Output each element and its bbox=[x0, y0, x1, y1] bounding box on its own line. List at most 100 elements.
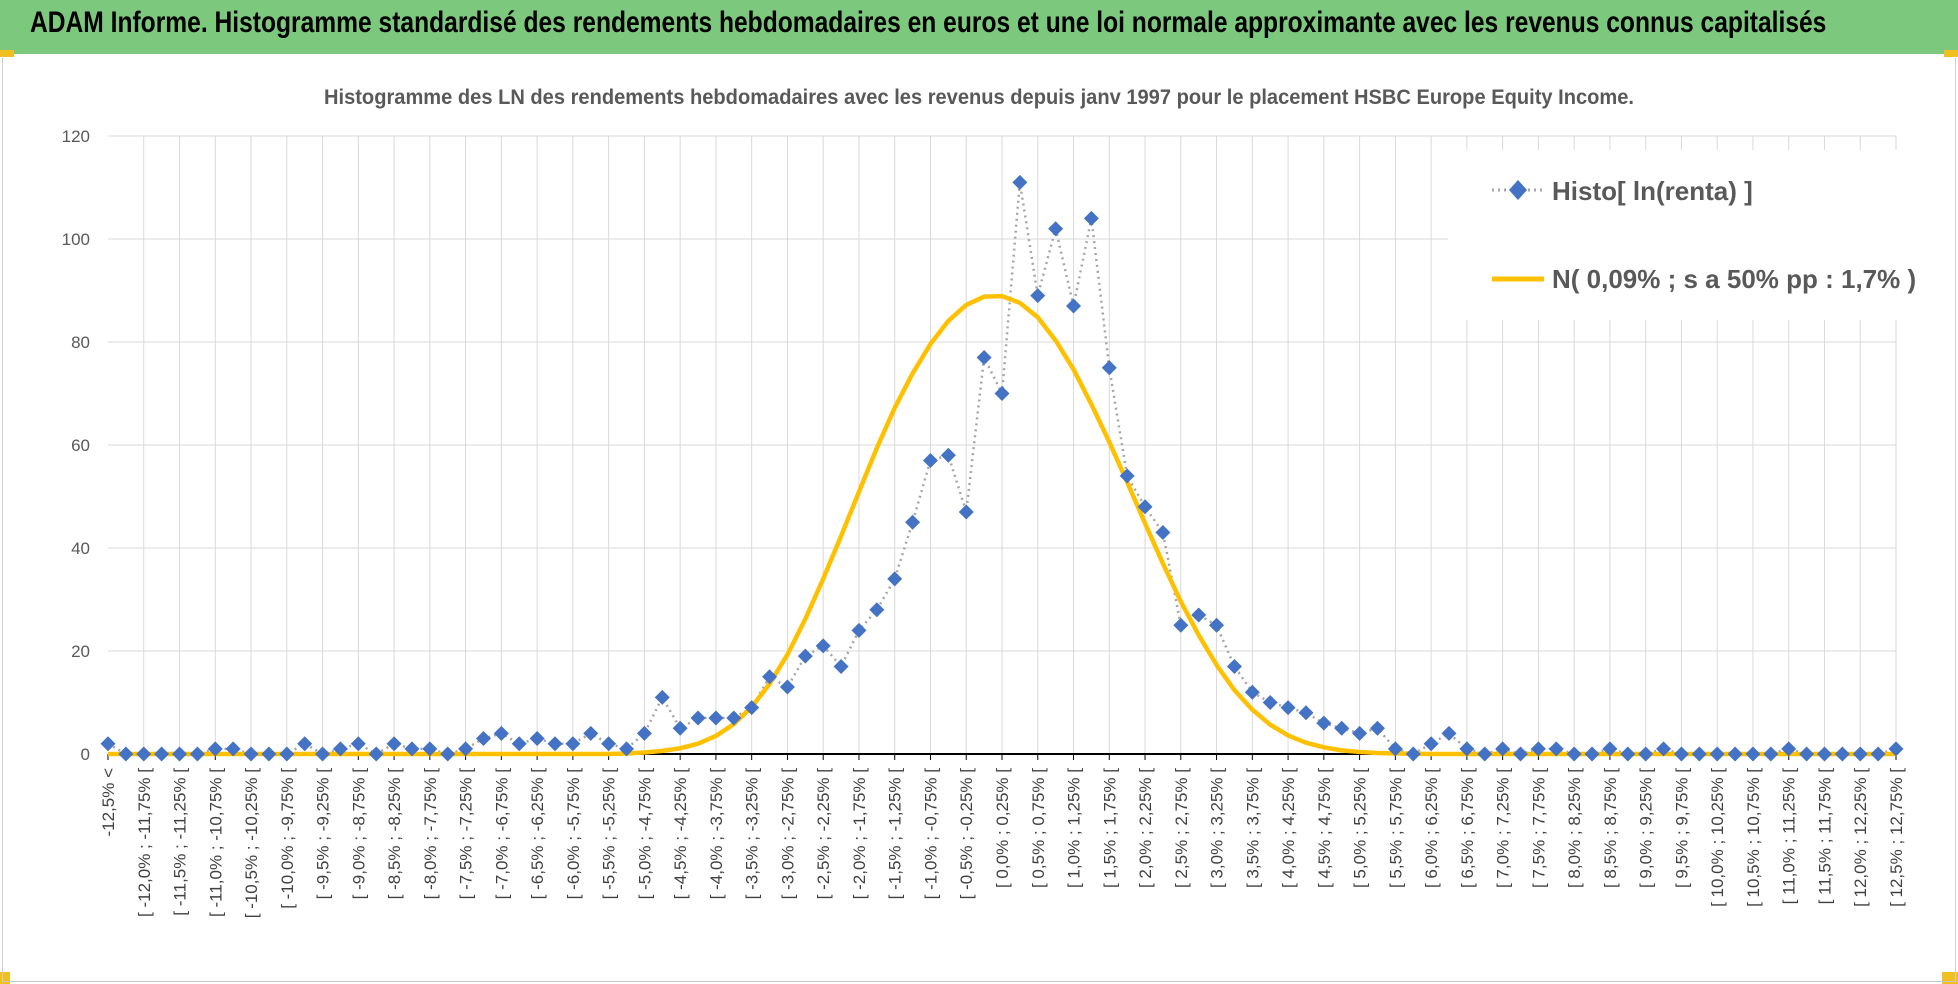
x-tick-label: [ 4,0% ; 4,25% [ bbox=[1279, 768, 1298, 888]
x-tick-label: [ 7,5% ; 7,75% [ bbox=[1529, 768, 1548, 888]
histogram-point bbox=[136, 746, 152, 762]
histogram-markers bbox=[100, 174, 1904, 762]
histogram-point bbox=[350, 736, 366, 752]
histogram-point bbox=[940, 447, 956, 463]
histogram-point bbox=[994, 386, 1010, 401]
histogram-point bbox=[1495, 741, 1511, 757]
x-tick-label: [ 7,0% ; 7,25% [ bbox=[1494, 768, 1513, 888]
x-tick-label: [ -3,5% ; -3,25% [ bbox=[743, 768, 762, 900]
histogram-point bbox=[1638, 746, 1654, 762]
histogram-point bbox=[1602, 741, 1618, 757]
histogram-point bbox=[1334, 720, 1350, 736]
histogram-point bbox=[1727, 746, 1743, 762]
histogram-point bbox=[690, 710, 706, 726]
histogram-point bbox=[243, 746, 259, 762]
histogram-point bbox=[172, 746, 188, 762]
histogram-point bbox=[779, 679, 795, 695]
x-tick-label: [ 3,0% ; 3,25% [ bbox=[1208, 768, 1227, 888]
x-tick-label: [ 12,0% ; 12,25% [ bbox=[1851, 768, 1870, 907]
histogram-point bbox=[1173, 617, 1189, 633]
x-tick-label: [ -11,0% ; -10,75% [ bbox=[206, 768, 225, 917]
histogram-point bbox=[958, 504, 974, 520]
histogram-point bbox=[797, 648, 813, 664]
x-tick-label: [ -8,5% ; -8,25% [ bbox=[385, 768, 404, 900]
x-tick-label: [ -3,0% ; -2,75% [ bbox=[778, 768, 797, 900]
x-tick-label: [ -12,0% ; -11,75% [ bbox=[135, 768, 154, 917]
histogram-point bbox=[1781, 741, 1797, 757]
x-tick-label: [ 2,5% ; 2,75% [ bbox=[1172, 768, 1191, 888]
histogram-point bbox=[1459, 741, 1475, 757]
histogram-point bbox=[887, 571, 903, 587]
x-tick-label: [ 11,5% ; 11,75% [ bbox=[1815, 768, 1834, 905]
histogram-point bbox=[1584, 746, 1600, 762]
histogram-point bbox=[315, 746, 331, 762]
histogram-point bbox=[1799, 746, 1815, 762]
histogram-point bbox=[619, 741, 635, 757]
histogram-point bbox=[583, 725, 599, 741]
x-tick-label: [ 5,0% ; 5,25% [ bbox=[1351, 768, 1370, 888]
legend-histo-label: Histo[ ln(renta) ] bbox=[1552, 176, 1753, 206]
y-tick-label: 40 bbox=[71, 539, 90, 558]
histogram-point bbox=[565, 736, 581, 752]
legend-background bbox=[1448, 150, 1948, 320]
histogram-point bbox=[1280, 700, 1296, 716]
histogram-point bbox=[404, 741, 420, 757]
histogram-point bbox=[1745, 746, 1761, 762]
histogram-point bbox=[1101, 360, 1117, 376]
histogram-point bbox=[1066, 298, 1082, 314]
histogram-point bbox=[976, 349, 992, 365]
histogram-point bbox=[1137, 499, 1153, 515]
histogram-point bbox=[1530, 741, 1546, 757]
x-tick-label: [ 4,5% ; 4,75% [ bbox=[1315, 768, 1334, 888]
histogram-point bbox=[332, 741, 348, 757]
histogram-point bbox=[1673, 746, 1689, 762]
histogram-point bbox=[922, 452, 938, 468]
histogram-point bbox=[744, 700, 760, 716]
banner-title: ADAM Informe. Histogramme standardisé de… bbox=[30, 6, 1827, 39]
x-tick-label: [ -2,0% ; -1,75% [ bbox=[850, 768, 869, 900]
x-tick-label: [ 5,5% ; 5,75% [ bbox=[1386, 768, 1405, 888]
histogram-point bbox=[511, 736, 527, 752]
histogram-point bbox=[1119, 468, 1135, 484]
x-tick-label: [ 10,5% ; 10,75% [ bbox=[1744, 768, 1763, 907]
histogram-point bbox=[1262, 695, 1278, 710]
histogram-point bbox=[1244, 684, 1260, 700]
histogram-point bbox=[636, 725, 652, 741]
x-tick-label: [ -5,5% ; -5,25% [ bbox=[600, 768, 619, 900]
x-tick-label: [ -10,5% ; -10,25% [ bbox=[242, 768, 261, 919]
histogram-point bbox=[869, 602, 885, 618]
x-tick-label: [ 9,0% ; 9,25% [ bbox=[1637, 768, 1656, 888]
x-tick-label: [ -11,5% ; -11,25% [ bbox=[171, 768, 190, 916]
legend-histo-marker bbox=[1509, 180, 1527, 200]
histogram-point bbox=[1191, 607, 1207, 623]
histogram-point bbox=[261, 746, 277, 762]
histogram-point bbox=[279, 746, 295, 762]
histogram-point bbox=[1441, 725, 1457, 741]
x-tick-label: [ -8,0% ; -7,75% [ bbox=[421, 768, 440, 900]
histogram-point bbox=[297, 736, 313, 752]
histogram-point bbox=[1852, 746, 1868, 762]
histogram-point bbox=[672, 720, 688, 736]
chart-title: Histogramme des LN des rendements hebdom… bbox=[324, 86, 1634, 109]
histogram-point bbox=[1083, 210, 1099, 226]
histogram-point bbox=[654, 689, 670, 705]
x-tick-label: [ -2,5% ; -2,25% [ bbox=[814, 768, 833, 900]
histogram-point bbox=[833, 658, 849, 674]
x-tick-label: [ -6,0% ; -5,75% [ bbox=[564, 768, 583, 900]
histogram-point bbox=[1477, 746, 1493, 762]
x-tick-label: [ 12,5% ; 12,75% [ bbox=[1887, 768, 1906, 907]
histogram-point bbox=[1155, 525, 1171, 541]
x-tick-label: [ -10,0% ; -9,75% [ bbox=[278, 768, 297, 909]
histogram-point bbox=[440, 746, 456, 762]
histogram-point bbox=[601, 736, 617, 752]
x-tick-label: [ 10,0% ; 10,25% [ bbox=[1708, 768, 1727, 907]
histogram-point bbox=[1209, 617, 1225, 633]
histogram-point bbox=[1656, 741, 1672, 757]
x-tick-label: [ -6,5% ; -6,25% [ bbox=[528, 768, 547, 900]
histogram-point bbox=[1405, 746, 1421, 762]
y-tick-label: 20 bbox=[71, 642, 90, 661]
histogram-point bbox=[422, 741, 438, 757]
x-tick-label: [ -4,5% ; -4,25% [ bbox=[671, 768, 690, 900]
x-tick-label: [ 11,0% ; 11,25% [ bbox=[1780, 768, 1799, 905]
